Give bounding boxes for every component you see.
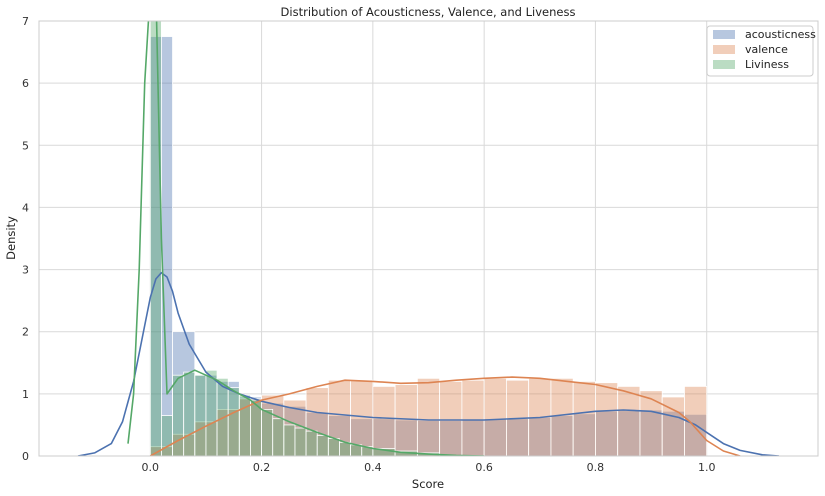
x-tick-label: 0.8 [587, 461, 605, 474]
histogram-bar [238, 394, 251, 456]
histogram-bar [194, 374, 207, 456]
legend-label: valence [745, 43, 788, 56]
histogram-bar [550, 377, 574, 456]
histogram-bar [272, 418, 285, 456]
histogram-bar [572, 381, 596, 456]
histogram-bar [294, 427, 307, 456]
y-tick-label: 6 [22, 77, 29, 90]
histogram-bar [149, 21, 162, 456]
y-tick-label: 1 [22, 388, 29, 401]
legend-swatch [713, 60, 735, 69]
y-axis-label: Density [4, 216, 18, 260]
histogram-bar [261, 408, 274, 456]
histogram-bar [283, 424, 296, 456]
chart-title: Distribution of Acousticness, Valence, a… [281, 5, 576, 19]
histogram-bar [394, 384, 418, 456]
legend-box [706, 25, 814, 77]
histogram-bar [339, 441, 352, 456]
histogram-bar [372, 385, 396, 456]
histogram-bar [316, 435, 329, 456]
histogram-bar [205, 369, 218, 456]
histogram-bar [227, 387, 240, 456]
legend-swatch [713, 30, 735, 39]
histogram-bar [416, 377, 441, 456]
x-tick-label: 0.2 [253, 461, 271, 474]
x-axis-label: Score [412, 477, 444, 491]
histogram-bar [161, 415, 173, 456]
y-tick-label: 4 [22, 201, 29, 214]
histogram-bar [350, 444, 363, 456]
legend: acousticness valence Liviness [706, 25, 816, 77]
histogram-bar [461, 379, 485, 456]
legend-label: acousticness [745, 28, 816, 41]
histogram-bar [639, 390, 663, 456]
x-tick-label: 0.0 [142, 461, 160, 474]
histogram-bar [439, 381, 463, 456]
legend-label: Liviness [745, 58, 789, 71]
y-tick-label: 3 [22, 264, 29, 277]
kde-lines [77, 21, 780, 456]
histogram-bar [595, 382, 619, 456]
kde-line-liviness [127, 21, 485, 456]
bars-valence [149, 377, 708, 456]
y-tick-label: 0 [22, 450, 29, 463]
y-tick-label: 5 [22, 139, 29, 152]
bars-acousticness [149, 36, 708, 456]
plot-frame [38, 20, 819, 457]
legend-swatch [713, 45, 735, 54]
kde-line-valence [149, 376, 741, 456]
histogram-bar [617, 385, 641, 456]
histogram-bar [183, 371, 196, 456]
axis-ticks: 0.0 0.2 0.4 0.6 0.8 1.0 0 1 2 3 4 5 6 7 [22, 15, 715, 474]
y-tick-label: 2 [22, 326, 29, 339]
x-tick-label: 1.0 [698, 461, 716, 474]
histogram-bar [172, 374, 185, 456]
y-tick-label: 7 [22, 15, 29, 28]
histogram-bar [327, 438, 340, 456]
histogram-bar [483, 377, 507, 456]
kde-line-acousticness [77, 271, 780, 456]
histogram-bar [305, 430, 318, 456]
x-tick-label: 0.4 [364, 461, 382, 474]
x-tick-label: 0.6 [475, 461, 493, 474]
